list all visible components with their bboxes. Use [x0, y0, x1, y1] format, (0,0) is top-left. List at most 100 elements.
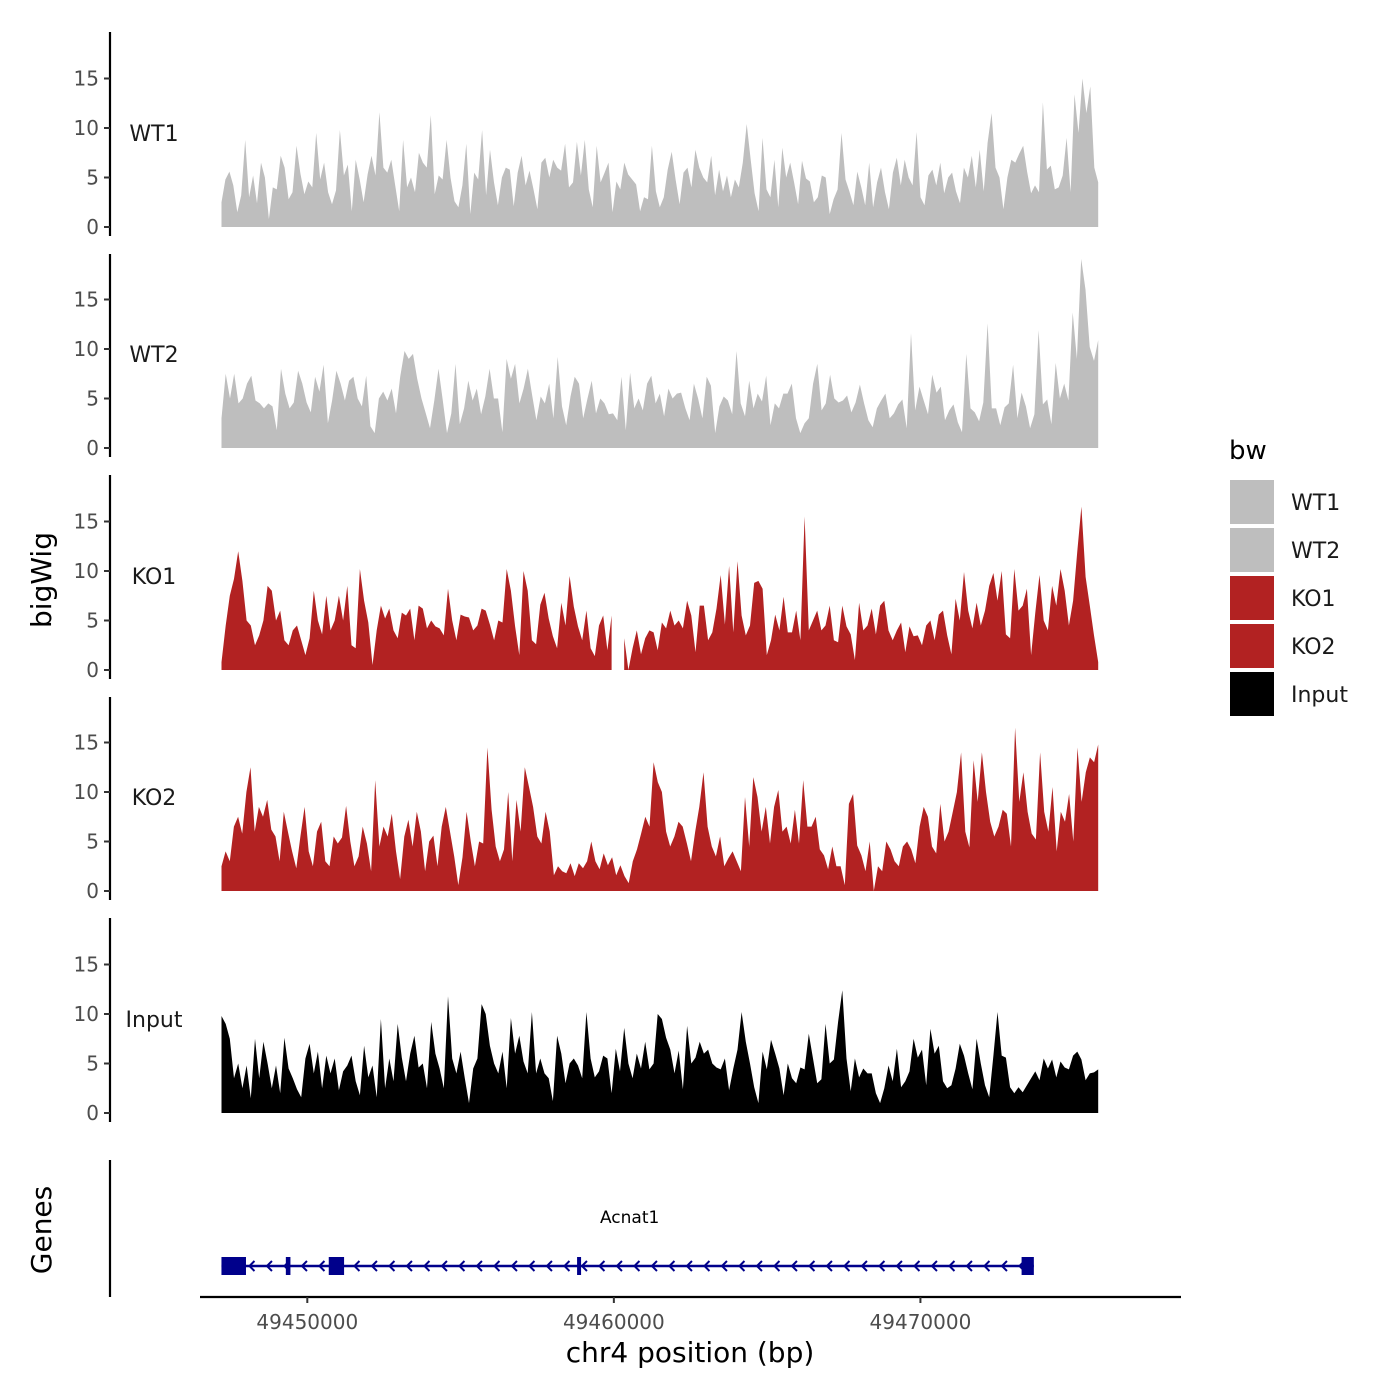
legend-swatch-ko1 — [1230, 576, 1274, 620]
strand-arrow — [545, 1260, 553, 1272]
strand-arrow — [668, 1260, 676, 1272]
y-tick-label: 15 — [74, 288, 99, 312]
area-input — [221, 990, 1099, 1113]
track-label-ko2: KO2 — [132, 786, 177, 811]
strand-arrow — [510, 1260, 518, 1272]
strand-arrow — [650, 1260, 658, 1272]
track-wt1: 0 5 10 15 WT1 — [74, 32, 1099, 239]
y-tick-label: 5 — [86, 1052, 99, 1076]
x-tick-label: 49460000 — [563, 1310, 665, 1334]
track-label-ko1: KO1 — [132, 565, 177, 590]
strand-arrow — [738, 1260, 746, 1272]
x-tick-label: 49450000 — [256, 1310, 358, 1334]
strand-arrow — [265, 1260, 273, 1272]
y-tick-label: 5 — [86, 609, 99, 633]
gene-track: Acnat1 — [108, 1160, 1034, 1297]
strand-arrow — [878, 1260, 886, 1272]
track-label-input: Input — [126, 1008, 183, 1033]
strand-arrow — [528, 1260, 536, 1272]
gene-acnat1: Acnat1 — [221, 1208, 1034, 1275]
y-tick-label: 5 — [86, 830, 99, 854]
strand-arrow — [983, 1260, 991, 1272]
gene-track-title: Genes — [25, 1186, 58, 1274]
strand-arrow — [685, 1260, 693, 1272]
strand-arrow — [440, 1260, 448, 1272]
y-tick-label: 0 — [86, 658, 99, 682]
strand-arrow — [965, 1260, 973, 1272]
legend-label-wt1: WT1 — [1291, 491, 1340, 516]
strand-arrow — [703, 1260, 711, 1272]
strand-arrow — [458, 1260, 466, 1272]
strand-arrow — [913, 1260, 921, 1272]
strand-arrow — [405, 1260, 413, 1272]
strand-arrow — [248, 1260, 256, 1272]
x-tick-label: 49470000 — [870, 1310, 972, 1334]
strand-arrow — [388, 1260, 396, 1272]
strand-arrow — [598, 1260, 606, 1272]
strand-arrow — [843, 1260, 851, 1272]
area-ko1 — [221, 551, 612, 670]
strand-arrow — [563, 1260, 571, 1272]
x-axis: 49450000 49460000 49470000 — [200, 1295, 1181, 1334]
strand-arrow — [895, 1260, 903, 1272]
bigwig-tracks: 0 5 10 15 WT1 0 5 10 15 WT2 0 5 10 15 KO1 0 5 10 15 KO2 0 5 10… — [74, 32, 1099, 1125]
y-tick-label: 10 — [74, 116, 99, 140]
strand-arrow — [860, 1260, 868, 1272]
y-tick-label: 10 — [74, 337, 99, 361]
strand-arrow — [825, 1260, 833, 1272]
legend: bw WT1 WT2 KO1 KO2 Input — [1229, 436, 1348, 716]
area-wt2 — [221, 258, 1099, 448]
strand-arrow — [300, 1260, 308, 1272]
strand-arrow — [720, 1260, 728, 1272]
track-label-wt2: WT2 — [129, 343, 178, 368]
strand-arrow — [773, 1260, 781, 1272]
legend-label-wt2: WT2 — [1291, 539, 1340, 564]
legend-swatch-wt1 — [1230, 480, 1274, 524]
y-tick-label: 10 — [74, 559, 99, 583]
gene-exon — [285, 1257, 291, 1275]
y-tick-label: 15 — [74, 510, 99, 534]
track-ko2: 0 5 10 15 KO2 — [74, 697, 1099, 903]
y-tick-label: 5 — [86, 387, 99, 411]
strand-arrow — [318, 1260, 326, 1272]
area-ko2 — [221, 727, 1099, 891]
legend-label-ko1: KO1 — [1291, 587, 1336, 612]
y-tick-label: 15 — [74, 731, 99, 755]
area-wt1 — [221, 78, 1099, 227]
strand-arrow — [370, 1260, 378, 1272]
strand-arrow — [930, 1260, 938, 1272]
strand-arrow — [615, 1260, 623, 1272]
legend-label-input: Input — [1291, 683, 1348, 708]
strand-arrow — [353, 1260, 361, 1272]
y-tick-label: 5 — [86, 166, 99, 190]
y-tick-label: 15 — [74, 953, 99, 977]
track-label-wt1: WT1 — [129, 122, 178, 147]
y-tick-label: 0 — [86, 436, 99, 460]
strand-arrow — [475, 1260, 483, 1272]
track-input: 0 5 10 15 Input — [74, 918, 1099, 1125]
strand-arrow — [633, 1260, 641, 1272]
legend-swatch-ko2 — [1230, 624, 1274, 668]
strand-arrow — [808, 1260, 816, 1272]
gene-name-label: Acnat1 — [600, 1208, 659, 1228]
x-axis-title: chr4 position (bp) — [566, 1336, 815, 1369]
legend-label-ko2: KO2 — [1291, 635, 1336, 660]
gene-exon — [328, 1257, 345, 1275]
y-tick-label: 15 — [74, 67, 99, 91]
y-axis-title: bigWig — [25, 532, 58, 628]
y-tick-label: 0 — [86, 215, 99, 239]
gene-exon — [221, 1257, 246, 1275]
track-ko1: 0 5 10 15 KO1 — [74, 475, 1099, 682]
strand-arrow — [493, 1260, 501, 1272]
strand-arrow — [948, 1260, 956, 1272]
legend-title: bw — [1229, 436, 1267, 466]
y-tick-label: 10 — [74, 780, 99, 804]
strand-arrow — [1000, 1260, 1008, 1272]
gene-exon — [577, 1257, 582, 1275]
track-wt2: 0 5 10 15 WT2 — [74, 254, 1099, 460]
strand-arrow — [755, 1260, 763, 1272]
y-tick-label: 10 — [74, 1002, 99, 1026]
legend-swatch-input — [1230, 672, 1274, 716]
strand-arrow — [580, 1260, 588, 1272]
